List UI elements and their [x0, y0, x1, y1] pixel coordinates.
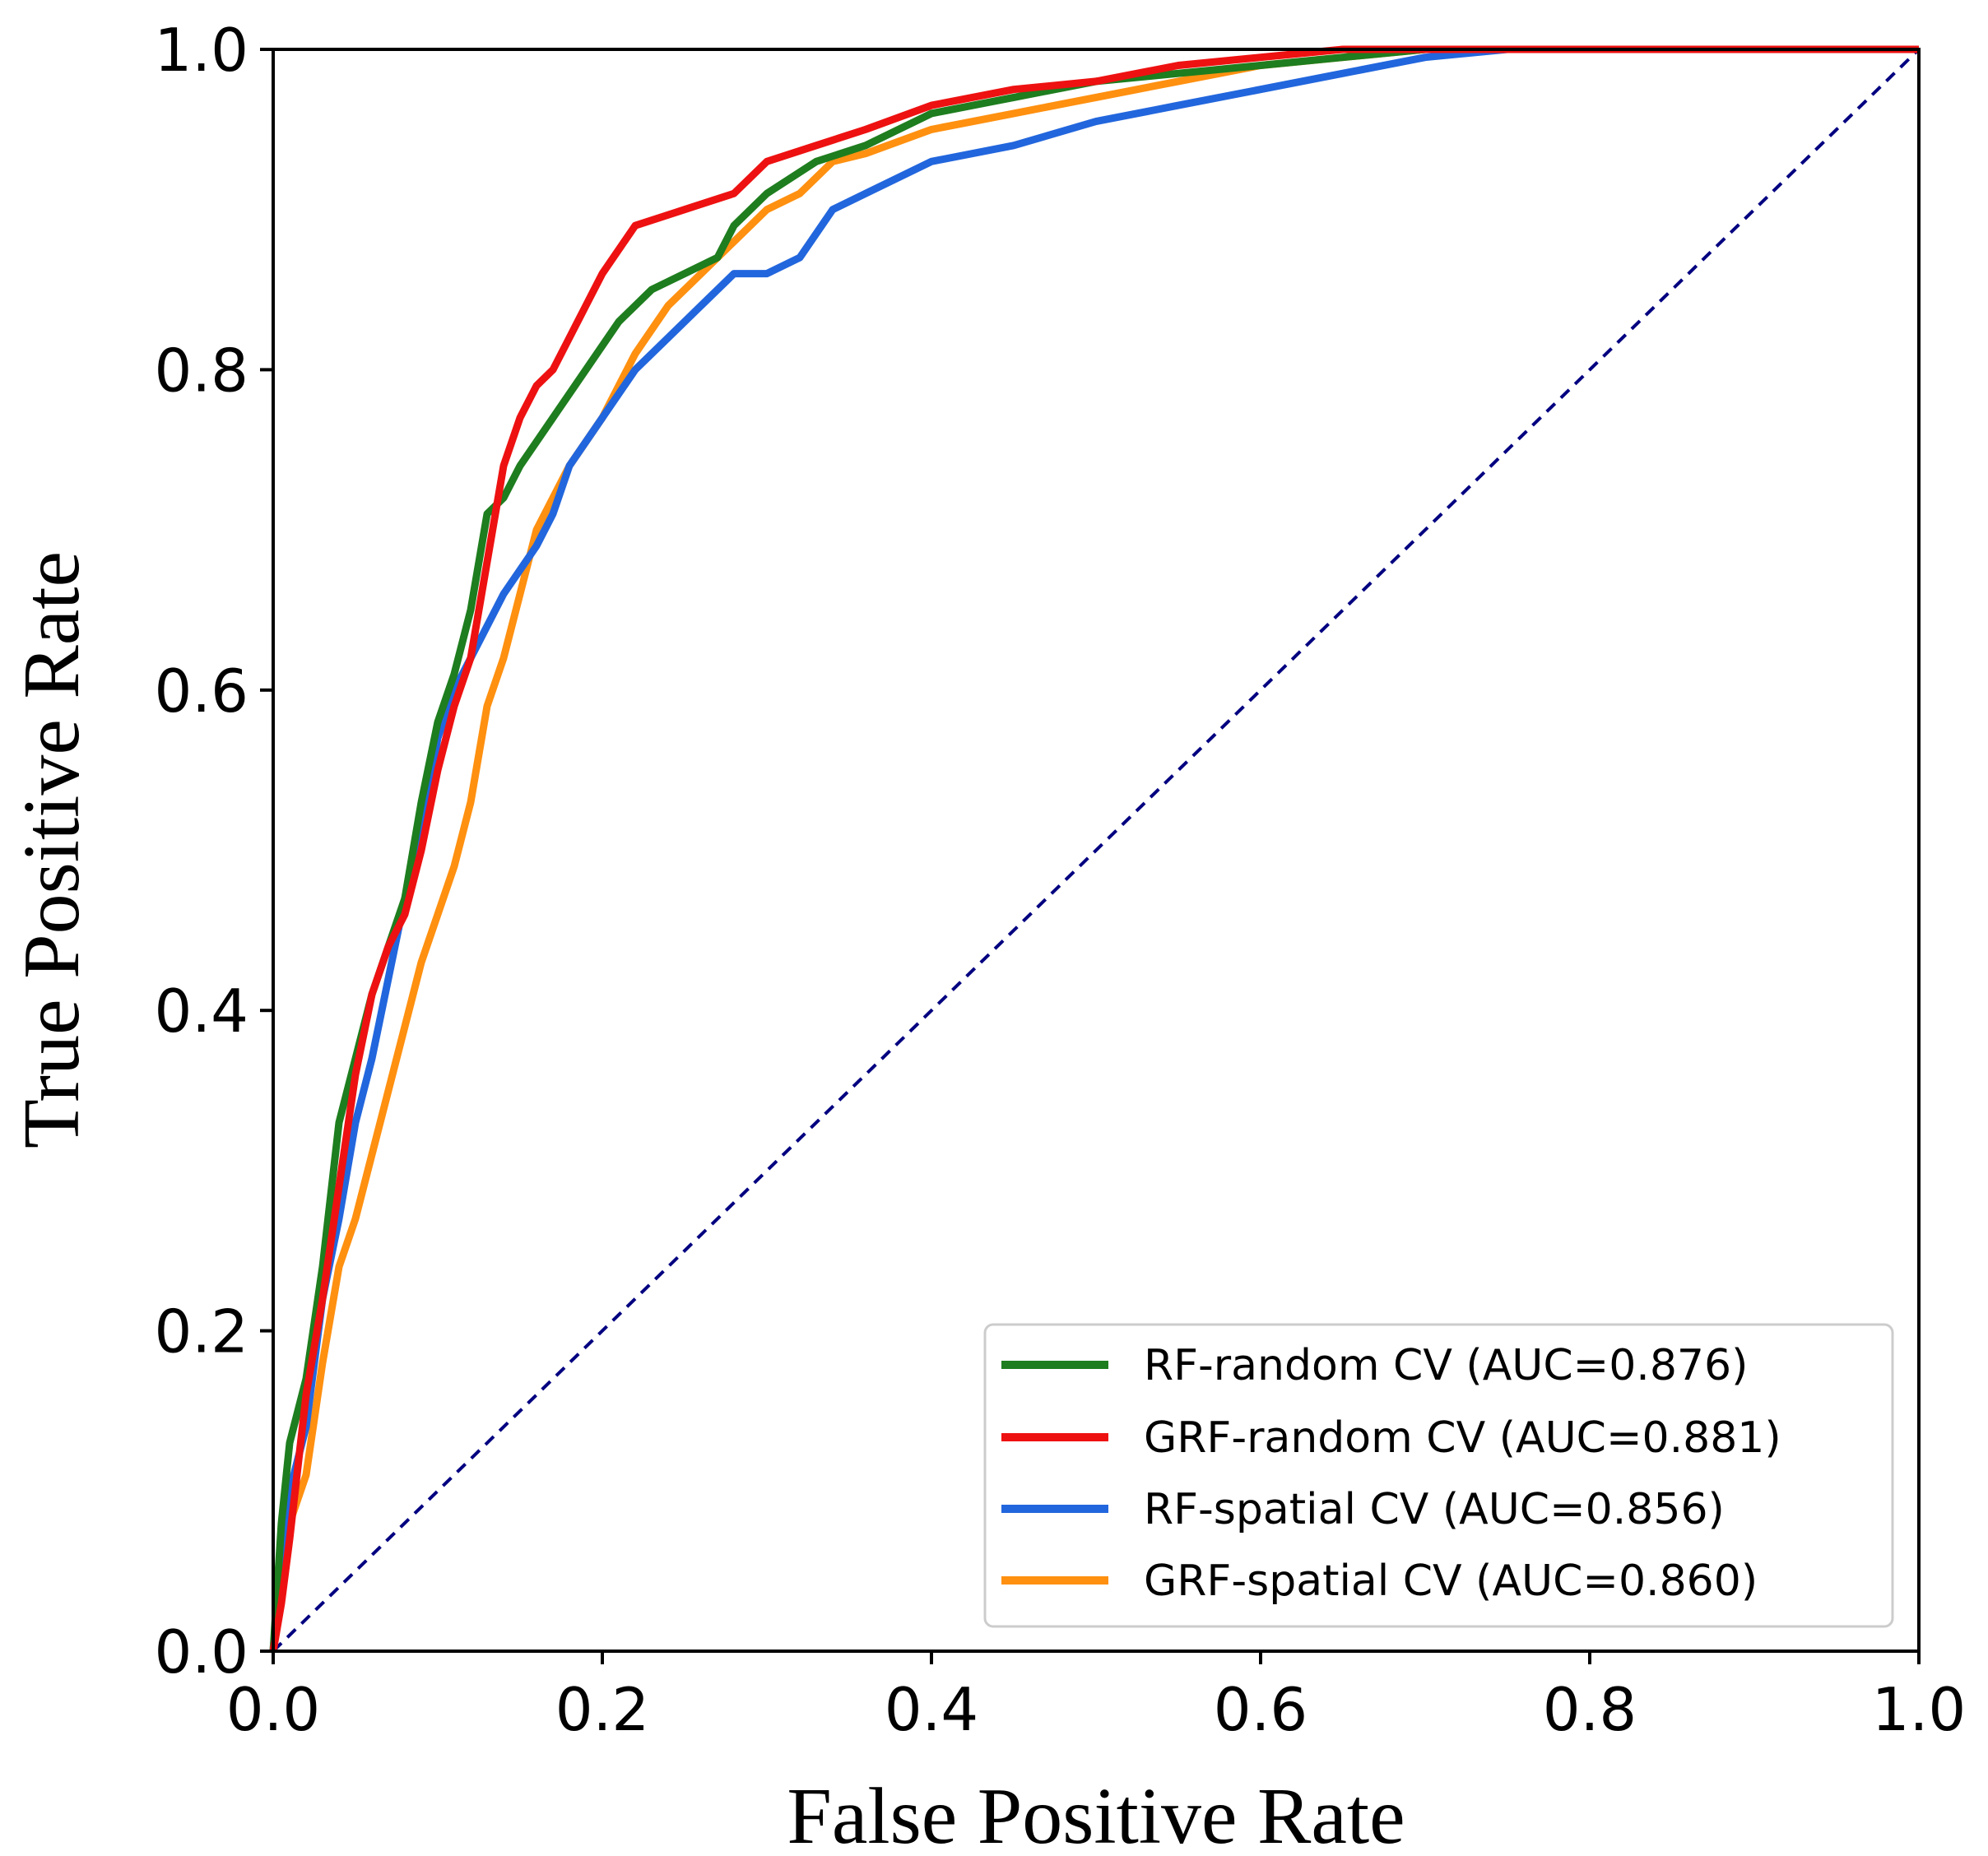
- legend-label-rf-random: RF-random CV (AUC=0.876): [1144, 1341, 1748, 1390]
- tick-layer: 0.0 0.2 0.4 0.6 0.8 1.0 0.0 0.2 0.4 0.6 0.8 1.0: [154, 16, 1966, 1744]
- x-axis-title: False Positive Rate: [787, 1772, 1405, 1856]
- y-tick-label: 0.4: [154, 977, 248, 1046]
- y-tick-label: 0.2: [154, 1297, 248, 1366]
- x-tick-label: 0.6: [1214, 1675, 1308, 1744]
- plot-frame: [272, 48, 1921, 1653]
- y-axis-title: True Positive Rate: [7, 551, 96, 1148]
- series-line-1: [269, 45, 1919, 1652]
- x-tick-label: 0.8: [1543, 1675, 1637, 1744]
- x-tick-label: 1.0: [1872, 1675, 1967, 1744]
- y-tick-label: 0.8: [154, 336, 248, 405]
- y-tick-label: 1.0: [154, 16, 248, 85]
- x-tick-label: 0.4: [885, 1675, 979, 1744]
- legend-label-rf-spatial: RF-spatial CV (AUC=0.856): [1144, 1485, 1725, 1534]
- x-tick-label: 0.2: [555, 1675, 650, 1744]
- legend: RF-random CV (AUC=0.876) GRF-random CV (…: [983, 1323, 1894, 1628]
- series-layer: [269, 45, 1921, 1653]
- x-tick-label: 0.0: [226, 1675, 321, 1744]
- y-tick-label: 0.6: [154, 657, 248, 726]
- chance-diagonal-line: [272, 48, 1921, 1653]
- legend-label-grf-random: GRF-random CV (AUC=0.881): [1144, 1413, 1781, 1463]
- legend-label-grf-spatial: GRF-spatial CV (AUC=0.860): [1144, 1557, 1758, 1606]
- legend-box: [983, 1323, 1894, 1628]
- series-line-2: [269, 45, 1919, 1652]
- y-tick-label: 0.0: [154, 1617, 248, 1687]
